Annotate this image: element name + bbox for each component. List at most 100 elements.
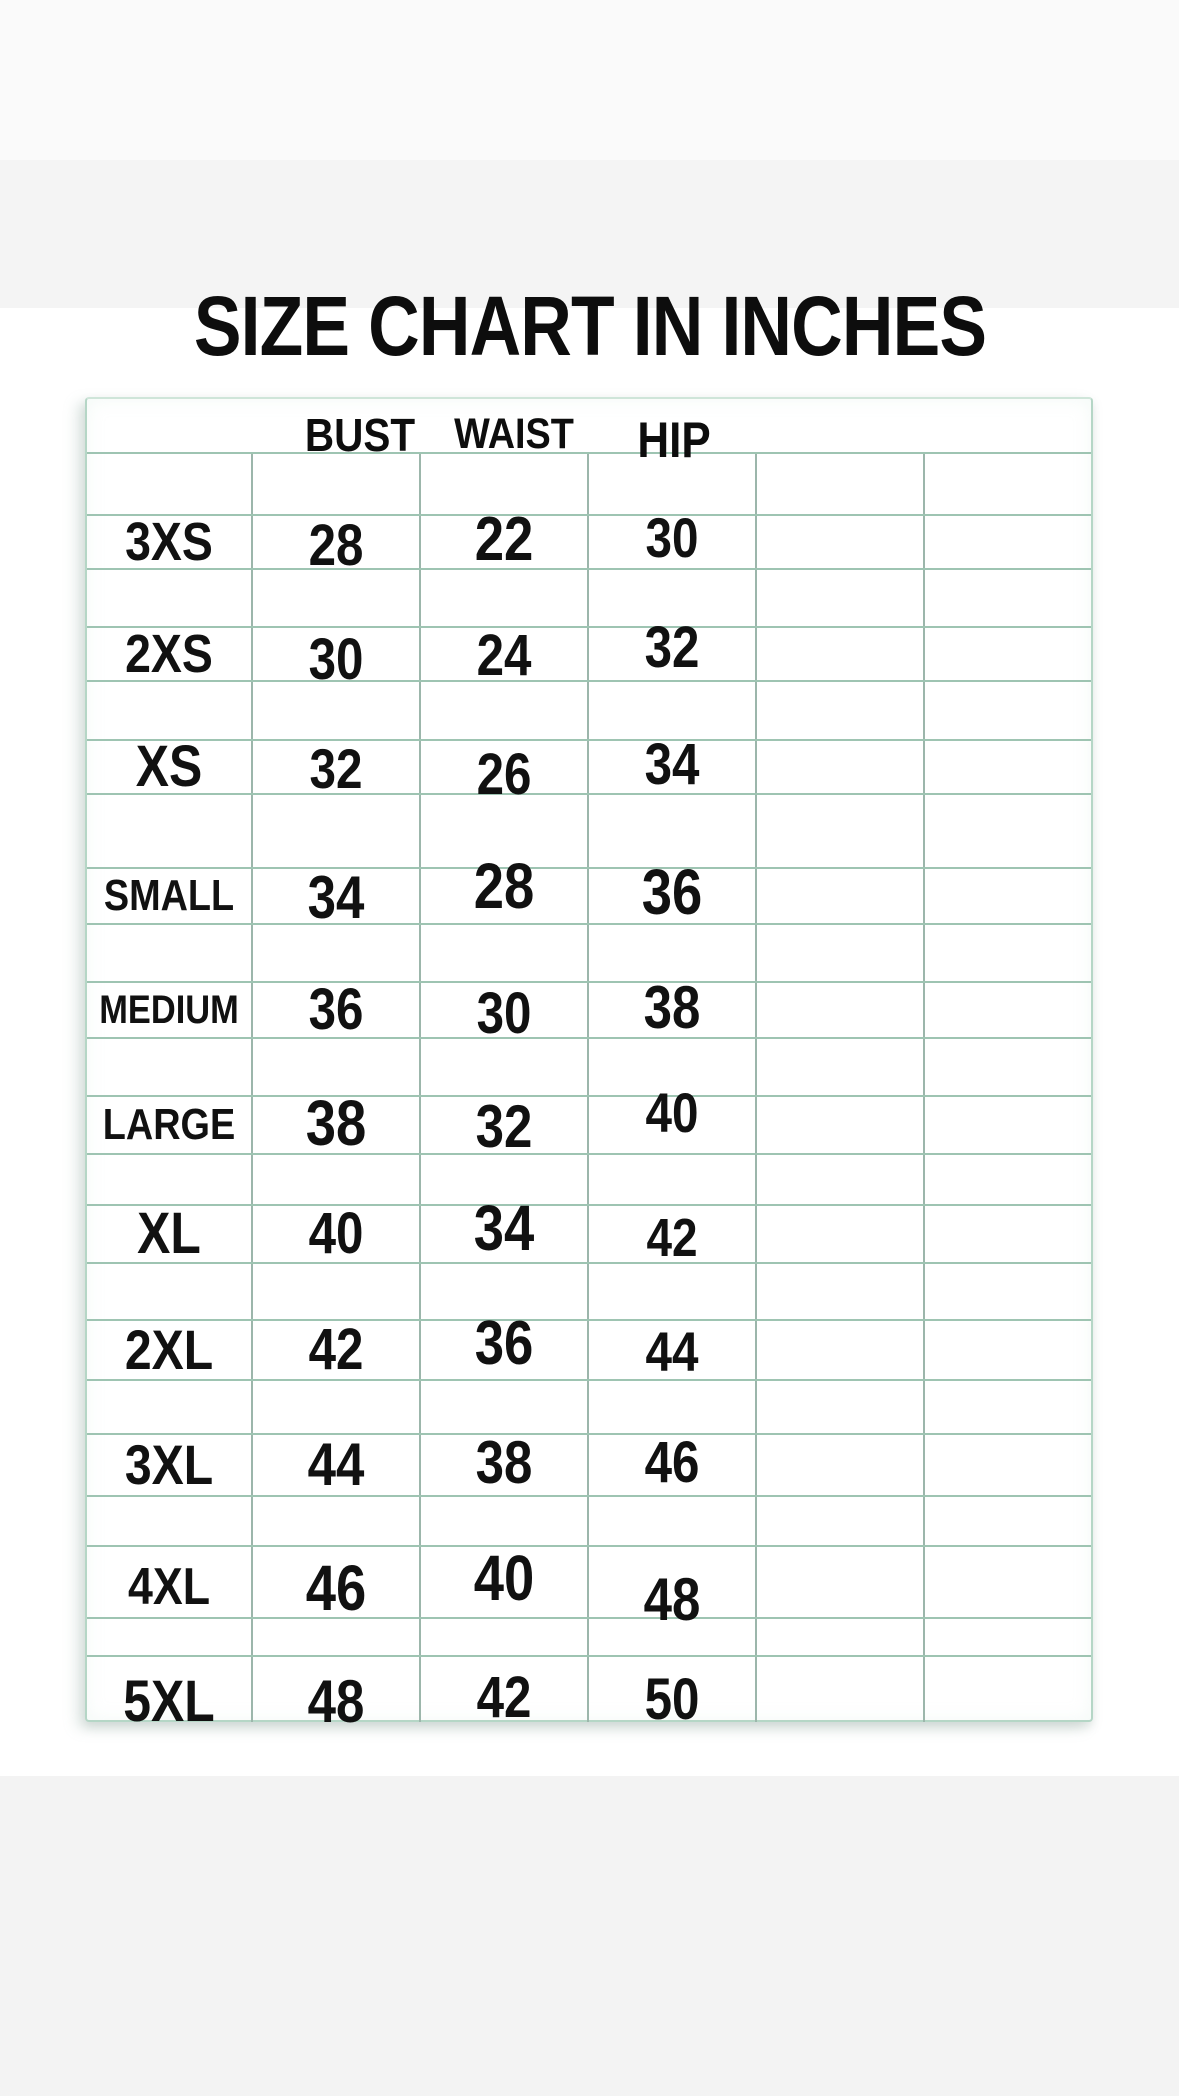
table-cell: [87, 682, 254, 739]
table-cell: [253, 1155, 422, 1204]
table-cell: [757, 795, 926, 867]
table-cell: 44: [589, 1320, 758, 1383]
column-header-waist: WAIST: [454, 410, 574, 458]
bust-value: 30: [308, 627, 364, 692]
table-cell: [87, 1381, 254, 1433]
table-cell: [87, 1264, 254, 1319]
table-cell: [925, 1321, 1091, 1379]
table-cell: 28: [253, 516, 422, 575]
waist-value: 34: [473, 1192, 535, 1264]
waist-value: 38: [475, 1429, 533, 1496]
top-gray-band: [0, 160, 1179, 308]
size-label-5xl: 5XL: [123, 1668, 215, 1734]
hip-value: 42: [646, 1208, 698, 1268]
table-row-3xl: 3XL 44 38 46: [87, 1433, 1091, 1495]
table-cell: [87, 1039, 254, 1095]
table-cell: [925, 1155, 1091, 1204]
hip-value: 44: [645, 1320, 699, 1383]
table-cell: [253, 1264, 422, 1319]
bust-value: 36: [308, 977, 364, 1042]
table-cell: [757, 570, 926, 626]
table-cell: [925, 682, 1091, 739]
table-cell: [589, 454, 758, 514]
table-cell: 36: [589, 860, 758, 924]
table-cell: [925, 983, 1091, 1037]
bust-value: 32: [309, 737, 363, 800]
table-cell: [757, 628, 926, 680]
table-cell: [757, 454, 926, 514]
table-cell: [757, 1097, 926, 1153]
table-cell: [421, 795, 590, 867]
table-cell: [589, 1264, 758, 1319]
table-cell: 42: [253, 1321, 422, 1379]
bust-value: 46: [305, 1552, 367, 1624]
size-label-small: SMALL: [103, 871, 235, 920]
table-cell: [757, 682, 926, 739]
size-label-4xl: 4XL: [127, 1558, 211, 1616]
table-cell: MEDIUM: [87, 983, 254, 1037]
table-cell: [253, 682, 422, 739]
table-cell: [253, 1497, 422, 1545]
bust-value: 28: [308, 513, 364, 578]
table-cell: SMALL: [87, 869, 254, 923]
table-cell: [253, 795, 422, 867]
table-cell: [87, 1619, 254, 1655]
table-cell: [421, 1497, 590, 1545]
table-cell: [421, 454, 590, 514]
table-cell: [757, 1321, 926, 1379]
table-cell: 44: [253, 1431, 422, 1498]
bust-value: 34: [307, 864, 365, 931]
table-cell: 42: [589, 1206, 758, 1268]
table-cell: 5XL: [87, 1657, 254, 1730]
table-row-5xl: 5XL 48 42 50: [87, 1655, 1091, 1731]
table-cell: [87, 454, 254, 514]
table-cell: 28: [421, 854, 590, 923]
table-cell: 3XL: [87, 1433, 254, 1496]
table-cell: [757, 1264, 926, 1319]
table-cell: [925, 1039, 1091, 1095]
table-row-xl: XL 40 34 42: [87, 1196, 1091, 1268]
table-cell: [757, 983, 926, 1037]
table-cell: [589, 1155, 758, 1204]
hip-value: 50: [644, 1666, 700, 1732]
table-cell: XS: [87, 738, 254, 796]
column-header-hip: HIP: [637, 412, 711, 468]
table-cell: [757, 1206, 926, 1262]
table-cell: [589, 682, 758, 739]
size-label-xl: XL: [137, 1201, 201, 1266]
hip-value: 46: [644, 1430, 700, 1495]
size-label-medium: MEDIUM: [99, 988, 239, 1032]
table-cell: 30: [589, 510, 758, 568]
table-cell: [87, 1497, 254, 1545]
bottom-gray-band: [0, 1776, 1179, 2096]
table-cell: 32: [253, 741, 422, 797]
spacer-row: [87, 452, 1091, 514]
bust-value: 48: [307, 1667, 365, 1735]
hip-value: 38: [643, 974, 701, 1041]
table-body: 3XS 28 22 30 2XS 30 24 32 XS 32 26 34 SMALL 34 28 36 MED…: [87, 452, 1091, 1731]
bust-value: 44: [307, 1431, 365, 1498]
table-cell: [925, 1657, 1091, 1722]
table-cell: 40: [253, 1205, 422, 1263]
spacer-row: [87, 680, 1091, 739]
table-cell: [757, 1039, 926, 1095]
table-cell: [253, 925, 422, 981]
table-cell: 42: [421, 1657, 590, 1726]
spacer-row: [87, 923, 1091, 981]
table-cell: 22: [421, 509, 590, 571]
table-cell: [757, 1155, 926, 1204]
table-cell: [757, 516, 926, 568]
size-label-3xl: 3XL: [124, 1433, 214, 1496]
table-cell: [421, 1155, 590, 1204]
hip-value: 32: [644, 615, 700, 680]
table-cell: 50: [589, 1657, 758, 1728]
waist-value: 26: [476, 742, 532, 807]
table-cell: 32: [421, 1097, 590, 1157]
table-cell: [757, 1657, 926, 1722]
table-row-large: LARGE 38 32 40: [87, 1085, 1091, 1157]
table-cell: XL: [87, 1201, 254, 1266]
hip-value: 40: [645, 1081, 699, 1144]
table-cell: 38: [589, 978, 758, 1038]
table-row-2xs: 2XS 30 24 32: [87, 619, 1091, 689]
size-label-2xl: 2XL: [124, 1318, 214, 1381]
